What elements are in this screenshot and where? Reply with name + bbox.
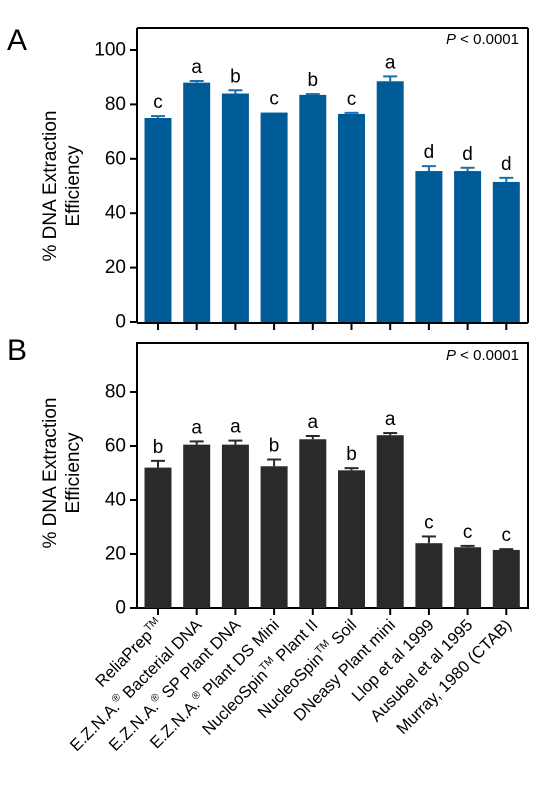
bar: [299, 439, 327, 608]
significance-label: a: [230, 417, 241, 438]
bar: [376, 81, 404, 322]
panel-label: B: [7, 334, 27, 367]
bar: [376, 435, 404, 608]
significance-label: b: [269, 436, 280, 457]
significance-label: d: [462, 144, 473, 165]
significance-label: b: [346, 444, 357, 465]
y-tick-label: 40: [105, 203, 126, 224]
significance-label: a: [191, 57, 202, 78]
p-value-symbol: P: [446, 347, 456, 364]
plot-frame: [136, 342, 529, 609]
bar: [221, 93, 249, 323]
p-value-symbol: P: [446, 31, 456, 48]
significance-label: c: [424, 512, 434, 533]
y-axis-label-line: % DNA Extraction: [40, 398, 61, 549]
bar: [338, 113, 365, 322]
y-axis-label-line: % DNA Extraction: [40, 111, 61, 262]
y-tick-label: 0: [115, 312, 126, 333]
bar: [183, 82, 211, 322]
bar: [492, 549, 520, 608]
y-axis-label-line: Efficiency: [63, 432, 84, 513]
significance-label: b: [230, 66, 241, 87]
panel-b: B 0 20 40 60 80 % DNA ExtractionEfficiency P < …: [7, 334, 529, 619]
y-tick-label: 20: [105, 257, 126, 278]
y-tick-label: 80: [105, 382, 126, 403]
bar: [144, 467, 172, 608]
p-value-text: < 0.0001: [456, 31, 519, 48]
bar: [415, 543, 443, 608]
significance-label: c: [153, 92, 163, 113]
y-axis-label: % DNA ExtractionEfficiency: [40, 398, 84, 549]
panel-label: A: [7, 24, 27, 57]
panel-a: A 0 20 40 60 80 100 % DNA ExtractionEfficiency P…: [7, 24, 529, 333]
p-value-annotation: P < 0.0001: [446, 347, 519, 364]
bar: [338, 470, 365, 608]
y-tick-label: 60: [105, 436, 126, 457]
significance-label: c: [347, 89, 357, 110]
p-value-text: < 0.0001: [456, 347, 519, 364]
significance-label: a: [191, 417, 202, 438]
bar: [415, 171, 443, 322]
y-tick-label: 60: [105, 148, 126, 169]
bar: [454, 171, 482, 322]
bar: [492, 181, 520, 322]
significance-label: d: [501, 154, 512, 175]
bar: [260, 466, 288, 608]
significance-label: a: [308, 412, 319, 433]
y-tick-label: 0: [115, 598, 126, 619]
bar: [454, 547, 482, 608]
bar: [221, 444, 249, 608]
bar: [144, 118, 172, 322]
y-axis-label: % DNA ExtractionEfficiency: [40, 111, 84, 262]
significance-label: a: [385, 52, 396, 73]
significance-label: b: [153, 437, 164, 458]
significance-label: d: [424, 142, 435, 163]
y-axis-label-line: Efficiency: [63, 145, 84, 226]
p-value-annotation: P < 0.0001: [446, 31, 519, 48]
bar: [299, 94, 327, 322]
y-tick-label: 40: [105, 490, 126, 511]
significance-label: c: [269, 89, 279, 110]
y-tick-label: 20: [105, 544, 126, 565]
bar: [183, 444, 211, 608]
y-tick-label: 100: [94, 40, 126, 61]
y-tick-label: 80: [105, 94, 126, 115]
bar: [260, 112, 288, 322]
significance-label: b: [308, 70, 319, 91]
significance-label: a: [385, 409, 396, 430]
significance-label: c: [463, 522, 473, 543]
significance-label: c: [502, 525, 512, 546]
